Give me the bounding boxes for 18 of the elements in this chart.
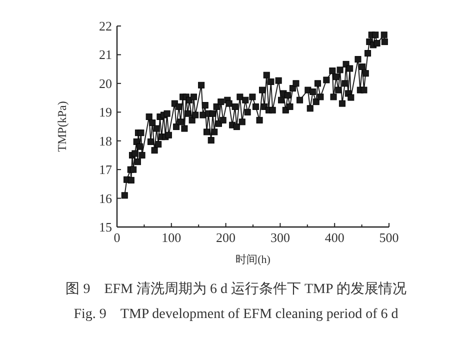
x-tick-label: 400 xyxy=(324,230,344,245)
caption: Fig. 9 TMP development of EFM cleaning period of 6 d xyxy=(74,307,398,322)
x-tick-label: 300 xyxy=(270,230,290,245)
caption: 图 9 EFM 清洗周期为 6 d 运行条件下 TMP 的发展情况 xyxy=(66,281,406,297)
y-tick-label: 22 xyxy=(99,18,112,34)
x-axis-title: 时间(h) xyxy=(236,253,271,266)
x-tick-label: 0 xyxy=(114,230,120,245)
x-tick-label: 100 xyxy=(162,230,182,245)
x-tick-label: 200 xyxy=(216,230,236,245)
y-tick-label: 21 xyxy=(99,47,112,62)
x-tick-label: 500 xyxy=(379,230,399,245)
y-tick-label: 17 xyxy=(99,162,112,178)
y-tick-label: 16 xyxy=(99,190,112,206)
y-tick-label: 18 xyxy=(99,133,112,148)
y-tick-label: 15 xyxy=(99,220,112,234)
y-tick-label: 20 xyxy=(99,76,112,91)
y-tick-label: 19 xyxy=(99,104,112,120)
y-axis-title: TMP(kPa) xyxy=(55,101,69,152)
